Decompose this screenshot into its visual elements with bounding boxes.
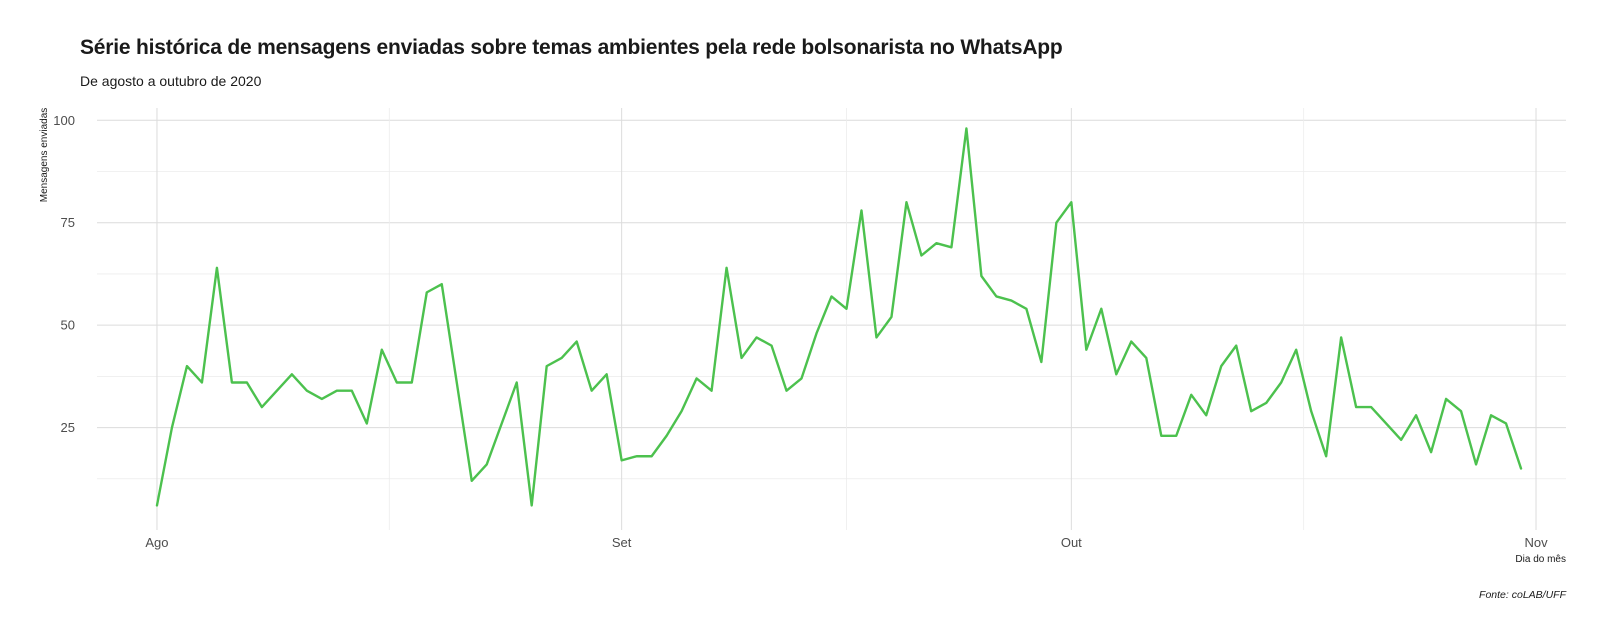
x-axis-label: Dia do mês	[1515, 554, 1566, 565]
x-axis-ticks: Ago Set Out Nov	[145, 535, 1548, 550]
x-tick-label: Out	[1061, 535, 1082, 550]
y-axis-ticks: 25 50 75 100	[53, 113, 75, 435]
y-tick-label: 75	[61, 215, 75, 230]
y-tick-label: 50	[61, 318, 75, 333]
y-tick-label: 25	[61, 420, 75, 435]
grid-lines	[97, 108, 1566, 530]
series-line	[155, 127, 1523, 507]
x-tick-label: Ago	[145, 535, 168, 550]
x-tick-label: Set	[612, 535, 632, 550]
series-messages	[155, 127, 1523, 507]
x-tick-label: Nov	[1524, 535, 1548, 550]
y-axis-label: Mensagens enviadas	[39, 108, 50, 203]
y-tick-label: 100	[53, 113, 75, 128]
chart-subtitle: De agosto a outubro de 2020	[80, 73, 262, 89]
source-caption: Fonte: coLAB/UFF	[1479, 589, 1566, 601]
chart-title: Série histórica de mensagens enviadas so…	[80, 36, 1063, 59]
